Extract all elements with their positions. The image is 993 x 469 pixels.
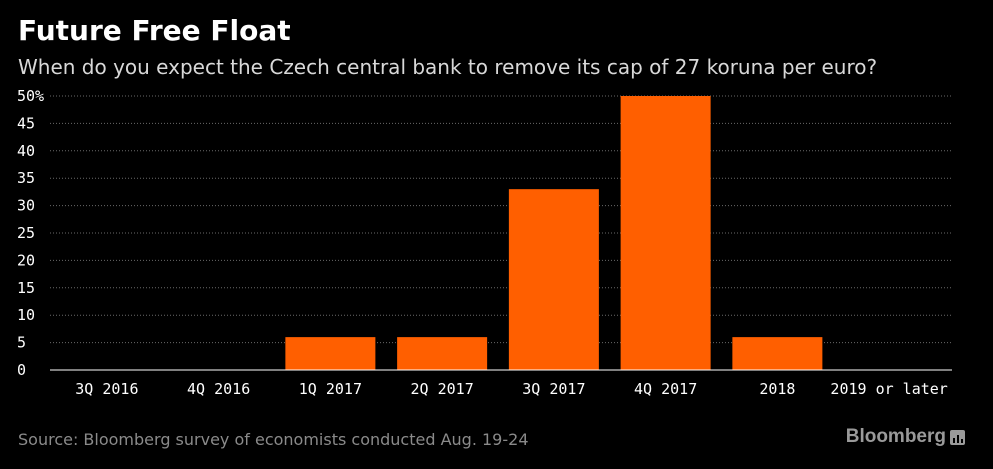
x-tick-label: 4Q 2017 [634,380,697,398]
source-note: Source: Bloomberg survey of economists c… [18,430,529,449]
y-tick-label: 15 [17,279,35,297]
x-tick-label: 3Q 2017 [522,380,585,398]
chart-subtitle: When do you expect the Czech central ban… [18,55,878,79]
chart-title: Future Free Float [18,14,291,47]
x-tick-label: 2018 [759,380,795,398]
x-tick-label: 3Q 2016 [75,380,138,398]
x-axis-ticks: 3Q 2016 4Q 2016 1Q 2017 2Q 2017 3Q 2017 4Q 20… [75,380,948,398]
y-axis-ticks: 0 5 10 15 20 25 30 35 40 45 50% [17,87,44,379]
bar [508,189,599,370]
bars [285,96,823,370]
y-tick-label: 50% [17,87,44,105]
x-tick-label: 2019 or later [830,380,947,398]
y-tick-label: 10 [17,306,35,324]
y-tick-label: 40 [17,142,35,160]
bloomberg-logo: Bloomberg [846,426,965,448]
bar [620,96,711,370]
x-tick-label: 2Q 2017 [411,380,474,398]
y-tick-label: 35 [17,169,35,187]
gridlines [50,95,952,344]
y-tick-label: 20 [17,251,35,269]
bar [732,337,823,370]
y-tick-label: 25 [17,224,35,242]
x-tick-label: 4Q 2016 [187,380,250,398]
bar [397,337,488,370]
y-tick-label: 45 [17,114,35,132]
x-tick-label: 1Q 2017 [299,380,362,398]
y-tick-label: 5 [17,334,26,352]
y-tick-label: 30 [17,197,35,215]
bar [285,337,376,370]
y-tick-label: 0 [17,361,26,379]
logo-text: Bloomberg [845,426,946,447]
bar-chart-icon [950,429,965,445]
